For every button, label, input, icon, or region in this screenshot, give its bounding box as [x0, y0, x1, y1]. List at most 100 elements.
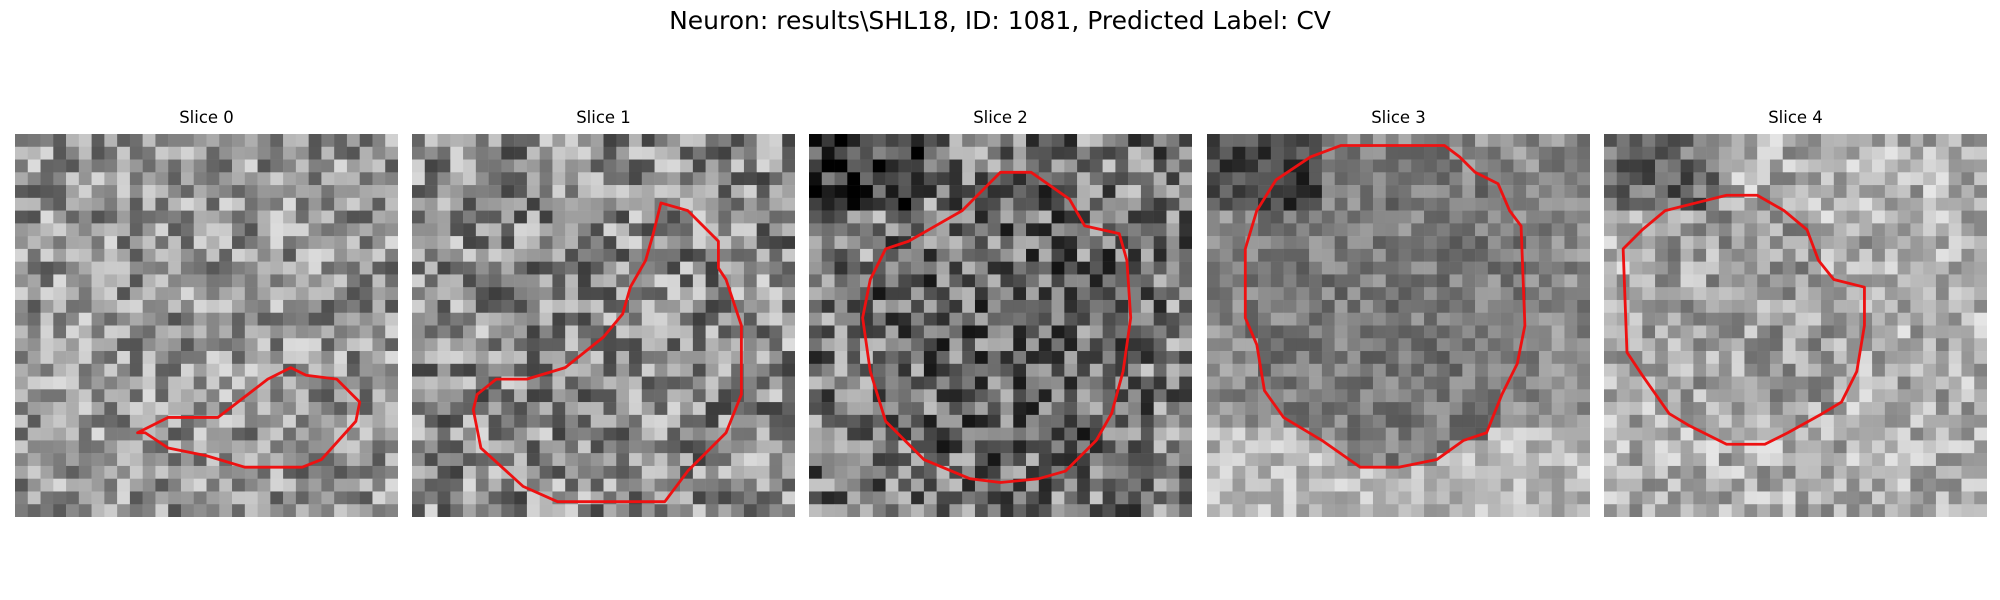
slice-pixel [1179, 389, 1192, 403]
slice-pixel [1411, 338, 1425, 352]
slice-pixel [1948, 325, 1962, 339]
slice-pixel [372, 299, 386, 313]
slice-pixel [705, 261, 719, 275]
slice-pixel [1731, 172, 1745, 186]
slice-pixel [743, 351, 757, 365]
slice-pixel [603, 338, 617, 352]
slice-pixel [257, 159, 271, 173]
slice-pixel [1207, 504, 1221, 517]
slice-pixel [1961, 363, 1975, 377]
slice-pixel [1884, 172, 1898, 186]
slice-pixel [1166, 465, 1180, 479]
slice-pixel [1321, 453, 1335, 467]
slice-pixel [475, 453, 489, 467]
slice-pixel [1245, 197, 1259, 211]
slice-pixel [321, 159, 335, 173]
slice-pixel [1360, 185, 1374, 199]
slice-pixel [1897, 312, 1911, 326]
slice-pixel [1667, 465, 1681, 479]
slice-pixel [834, 376, 848, 390]
slice-pixel [821, 465, 835, 479]
slice-pixel [1334, 299, 1348, 313]
slice-pixel [1064, 491, 1078, 505]
slice-pixel [385, 287, 398, 301]
slice-pixel [847, 504, 861, 517]
slice-pixel [1051, 312, 1065, 326]
slice-pixel [219, 376, 233, 390]
slice-pixel [898, 453, 912, 467]
slice-pixel [1128, 491, 1142, 505]
slice-pixel [1372, 440, 1386, 454]
slice-pixel [1026, 478, 1040, 492]
slice-pixel [1935, 210, 1949, 224]
slice-pixel [1718, 210, 1732, 224]
slice-pixel [1219, 146, 1233, 160]
slice-pixel [1974, 185, 1987, 199]
slice-pixel [1935, 338, 1949, 352]
slice-pixel [565, 197, 579, 211]
slice-pixel [987, 389, 1001, 403]
slice-pixel [743, 338, 757, 352]
slice-pixel [1140, 236, 1154, 250]
slice-pixel [1642, 389, 1656, 403]
slice-pixel [53, 312, 67, 326]
slice-pixel [1115, 197, 1129, 211]
slice-pixel [308, 223, 322, 237]
slice-pixel [1026, 261, 1040, 275]
slice-pixel [1680, 185, 1694, 199]
slice-pixel [1475, 274, 1489, 288]
slice-pixel [962, 325, 976, 339]
slice-pixel [346, 376, 360, 390]
slice-pixel [1219, 453, 1233, 467]
slice-pixel [872, 146, 886, 160]
slice-pixel [1706, 376, 1720, 390]
slice-pixel [346, 172, 360, 186]
slice-pixel [1846, 197, 1860, 211]
slice-pixel [769, 223, 783, 237]
slice-pixel [526, 376, 540, 390]
slice-pixel [1948, 287, 1962, 301]
slice-pixel [718, 185, 732, 199]
slice-pixel [501, 236, 515, 250]
slice-pixel [885, 159, 899, 173]
slice-pixel [552, 440, 566, 454]
slice-pixel [898, 363, 912, 377]
slice-pixel [629, 325, 643, 339]
slice-image-0 [15, 134, 398, 517]
slice-pixel [1000, 134, 1014, 148]
slice-pixel [1424, 351, 1438, 365]
slice-pixel [1000, 504, 1014, 517]
slice-pixel [898, 185, 912, 199]
slice-pixel [1706, 478, 1720, 492]
slice-pixel [1360, 210, 1374, 224]
slice-pixel [809, 287, 823, 301]
slice-pixel [1334, 248, 1348, 262]
slice-pixel [91, 223, 105, 237]
slice-pixel [1013, 134, 1027, 148]
slice-pixel [743, 185, 757, 199]
slice-pixel [692, 159, 706, 173]
slice-pixel [359, 504, 373, 517]
slice-pixel [1808, 504, 1822, 517]
slice-pixel [514, 261, 528, 275]
slice-pixel [1655, 351, 1669, 365]
slice-pixel [1089, 159, 1103, 173]
slice-pixel [193, 504, 207, 517]
slice-pixel [1897, 287, 1911, 301]
slice-pixel [219, 440, 233, 454]
slice-pixel [616, 210, 630, 224]
slice-pixel [756, 389, 770, 403]
slice-pixel [193, 351, 207, 365]
slice-pixel [1718, 389, 1732, 403]
slice-pixel [1385, 185, 1399, 199]
slice-pixel [1102, 351, 1116, 365]
slice-pixel [1795, 376, 1809, 390]
slice-pixel [1064, 261, 1078, 275]
slice-pixel [1961, 427, 1975, 441]
slice-pixel [206, 287, 220, 301]
slice-pixel [539, 146, 553, 160]
slice-pixel [1551, 414, 1565, 428]
slice-pixel [616, 453, 630, 467]
slice-pixel [1808, 376, 1822, 390]
slice-pixel [1411, 223, 1425, 237]
